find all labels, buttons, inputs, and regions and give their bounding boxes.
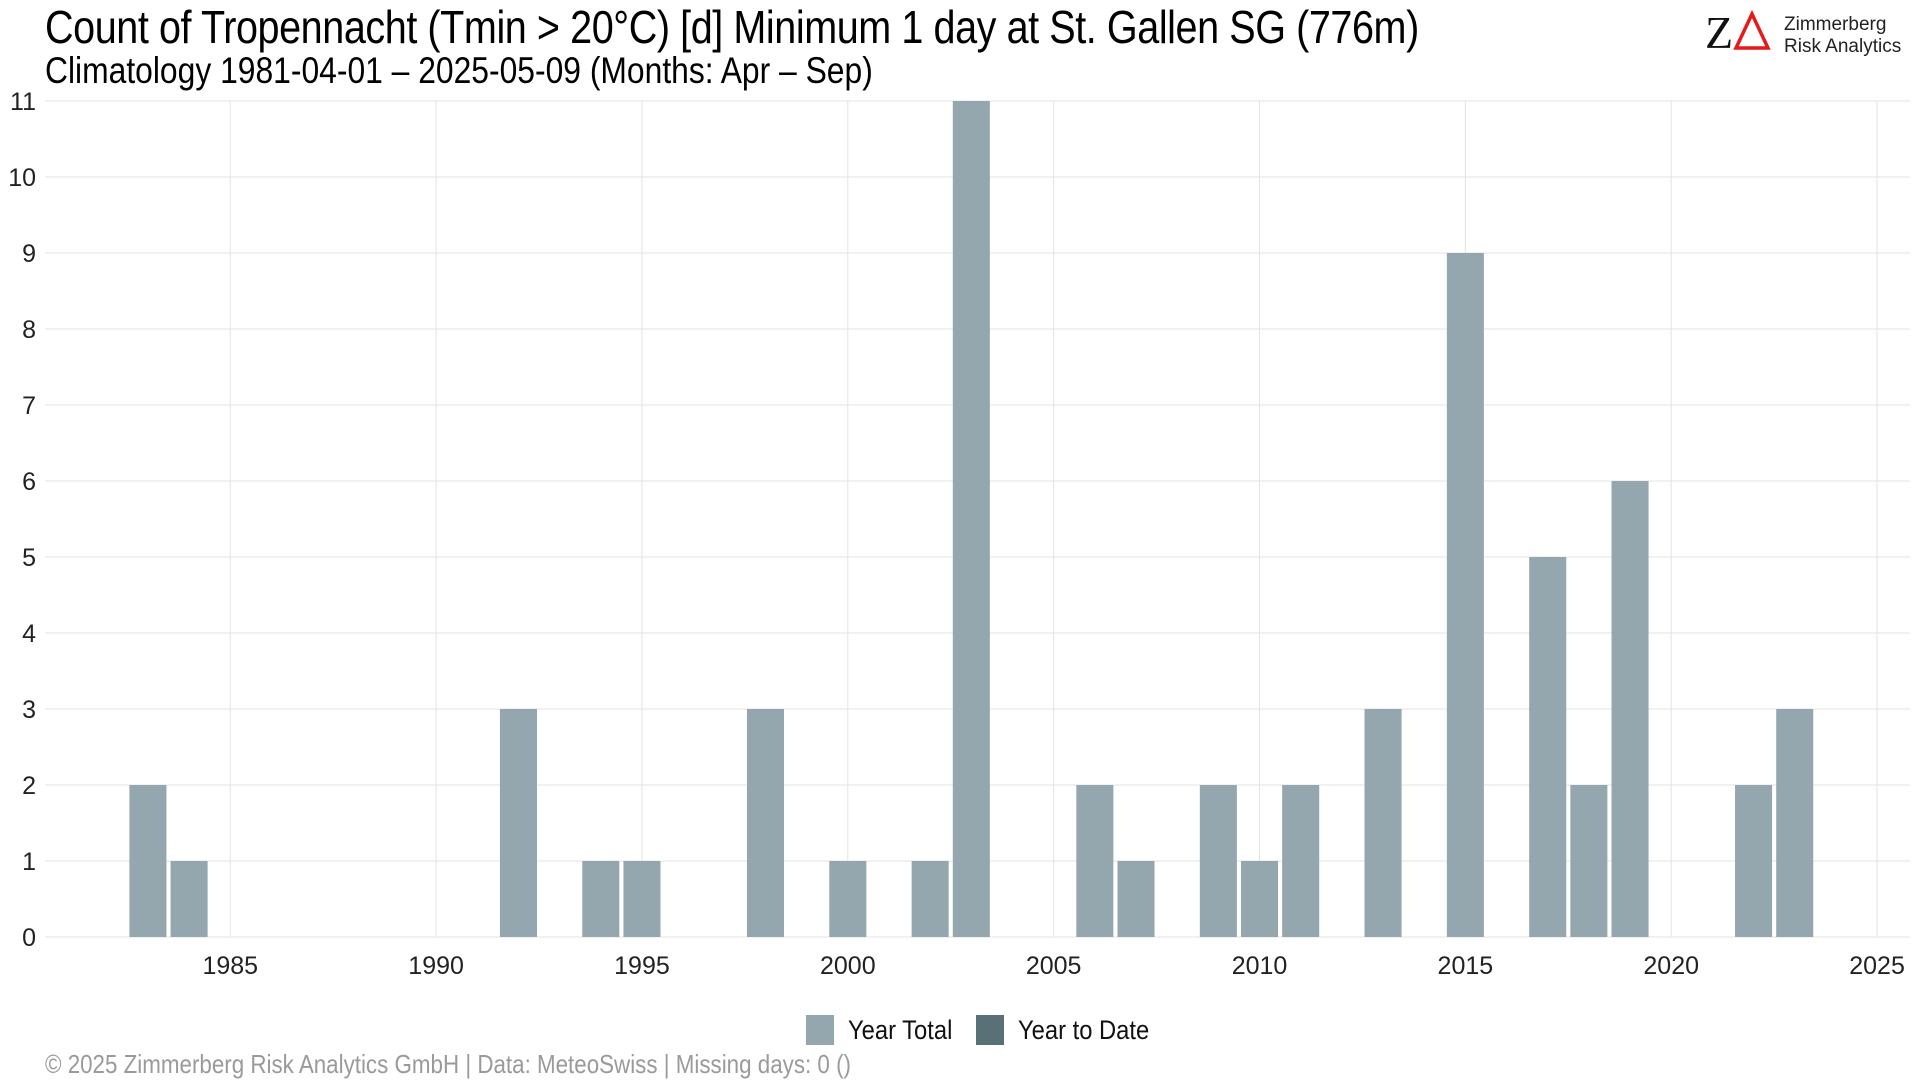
bar-2013 bbox=[1364, 709, 1402, 937]
legend-label-year-total: Year Total bbox=[848, 1014, 953, 1045]
legend-swatch-year-to-date bbox=[976, 1015, 1004, 1045]
company-logo: Z Zimmerberg Risk Analytics bbox=[1705, 10, 1905, 60]
logo-name-line2: Risk Analytics bbox=[1784, 36, 1902, 57]
bar-1992 bbox=[499, 709, 537, 937]
bar-1994 bbox=[582, 861, 620, 937]
legend-swatch-year-total bbox=[806, 1015, 834, 1045]
bar-1984 bbox=[170, 861, 208, 937]
legend-label-year-to-date: Year to Date bbox=[1018, 1014, 1150, 1045]
x-tick-label: 2015 bbox=[1438, 952, 1494, 980]
bar-2007 bbox=[1117, 861, 1155, 937]
bar-2015 bbox=[1446, 253, 1484, 937]
y-tick-label: 0 bbox=[22, 924, 36, 952]
y-tick-label: 5 bbox=[22, 544, 36, 572]
logo-name-line1: Zimmerberg bbox=[1784, 14, 1887, 35]
x-axis-ticks: 1985 1990 1995 2000 2005 2010 2015 2020 2025 bbox=[202, 952, 1904, 980]
y-axis-ticks: 0 1 2 3 4 5 6 7 8 9 10 11 bbox=[8, 88, 36, 952]
bars bbox=[129, 101, 1814, 937]
bar-1983 bbox=[129, 785, 167, 937]
bar-2000 bbox=[829, 861, 867, 937]
za-logo-icon: Z bbox=[1705, 10, 1771, 54]
y-tick-label: 9 bbox=[22, 240, 36, 268]
bar-2019 bbox=[1611, 481, 1649, 937]
bar-1995 bbox=[623, 861, 661, 937]
y-tick-label: 11 bbox=[10, 88, 36, 116]
x-tick-label: 2010 bbox=[1232, 952, 1288, 980]
bar-chart: 0 1 2 3 4 5 6 7 8 9 10 11 1985 1990 1995 2000 2005 2010 2… bbox=[8, 88, 1910, 980]
footer-credits: © 2025 Zimmerberg Risk Analytics GmbH | … bbox=[45, 1049, 851, 1079]
y-tick-label: 2 bbox=[22, 772, 36, 800]
x-tick-label: 2025 bbox=[1849, 952, 1905, 980]
bar-1998 bbox=[746, 709, 785, 937]
chart-legend: Year Total Year to Date bbox=[0, 1013, 1920, 1047]
x-tick-label: 2020 bbox=[1643, 952, 1699, 980]
x-tick-label: 2005 bbox=[1026, 952, 1082, 980]
bar-2003 bbox=[952, 101, 990, 937]
legend-item-year-total: Year Total bbox=[806, 1013, 967, 1047]
y-tick-label: 3 bbox=[22, 696, 36, 724]
bar-2022 bbox=[1735, 785, 1773, 937]
x-tick-label: 1985 bbox=[202, 952, 258, 980]
legend-item-year-to-date: Year to Date bbox=[976, 1013, 1167, 1047]
bar-2017 bbox=[1529, 557, 1567, 937]
bar-2018 bbox=[1570, 785, 1608, 937]
svg-text:Z: Z bbox=[1705, 10, 1733, 54]
y-tick-label: 6 bbox=[22, 468, 36, 496]
chart-subtitle: Climatology 1981-04-01 – 2025-05-09 (Mon… bbox=[45, 50, 873, 91]
y-tick-label: 7 bbox=[22, 392, 36, 420]
bar-2009 bbox=[1199, 785, 1237, 937]
y-tick-label: 1 bbox=[22, 848, 36, 876]
bar-2023 bbox=[1776, 709, 1814, 937]
y-tick-label: 4 bbox=[22, 620, 36, 648]
y-tick-label: 10 bbox=[8, 164, 36, 192]
bar-2010 bbox=[1240, 861, 1279, 937]
chart-title: Count of Tropennacht (Tmin > 20°C) [d] M… bbox=[45, 1, 1419, 53]
bar-2011 bbox=[1282, 785, 1320, 937]
x-tick-label: 1990 bbox=[408, 952, 464, 980]
x-tick-label: 1995 bbox=[614, 952, 670, 980]
y-tick-label: 8 bbox=[22, 316, 36, 344]
bar-2006 bbox=[1076, 785, 1114, 937]
bar-2002 bbox=[911, 861, 949, 937]
x-tick-label: 2000 bbox=[820, 952, 876, 980]
